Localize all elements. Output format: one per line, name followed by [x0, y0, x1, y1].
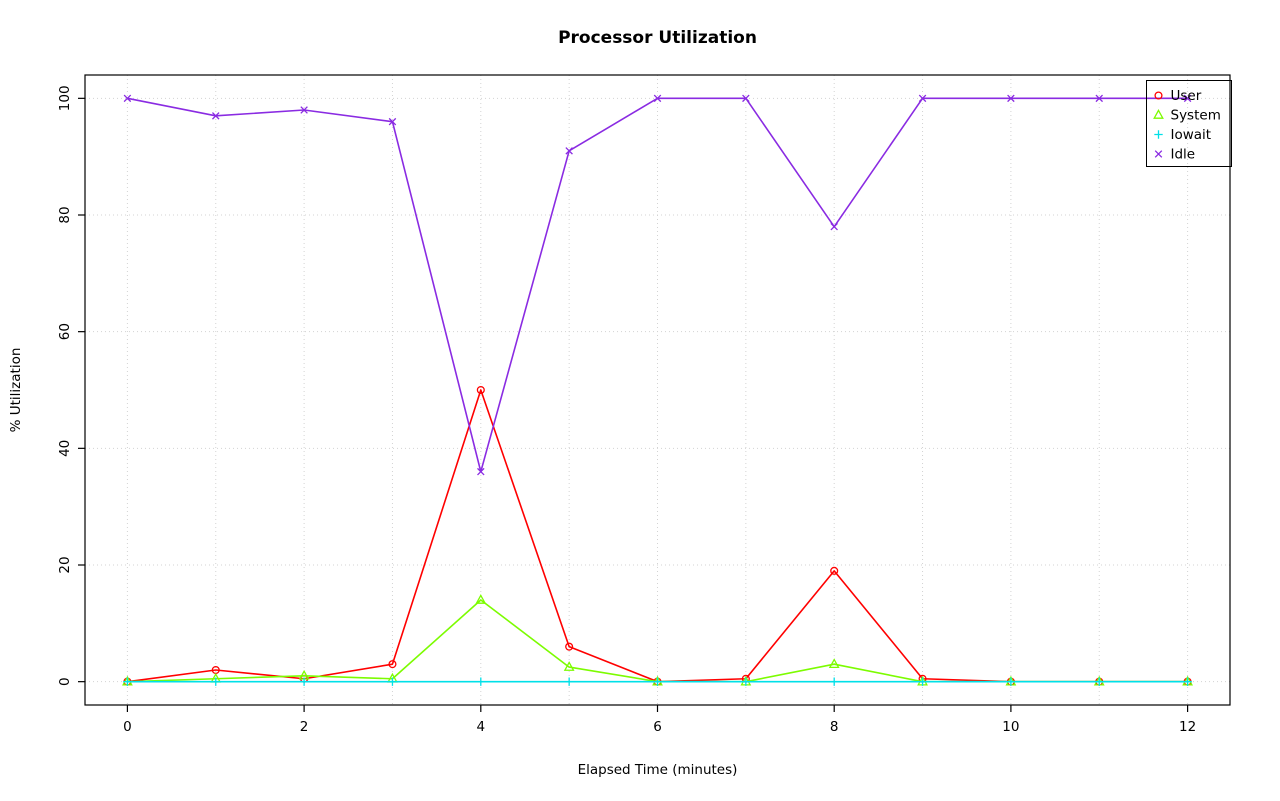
svg-text:8: 8	[830, 719, 839, 735]
tick-labels: 0 2 4 6 8 10 12 0 20 40 60 80 100	[57, 85, 1196, 735]
svg-text:100: 100	[57, 85, 73, 111]
legend-label-iowait: Iowait	[1171, 127, 1212, 143]
svg-text:4: 4	[477, 719, 486, 735]
svg-text:20: 20	[57, 556, 73, 573]
axis-ticks	[78, 97, 1189, 712]
svg-text:40: 40	[57, 440, 73, 457]
svg-text:80: 80	[57, 206, 73, 223]
svg-text:2: 2	[300, 719, 309, 735]
svg-text:10: 10	[1002, 719, 1019, 735]
x-axis-label: Elapsed Time (minutes)	[577, 762, 738, 778]
legend-box	[1146, 80, 1232, 167]
svg-text:0: 0	[57, 677, 73, 686]
legend-label-idle: Idle	[1171, 147, 1196, 163]
svg-text:12: 12	[1179, 719, 1196, 735]
legend: User System Iowait Idle	[1146, 80, 1232, 167]
svg-text:6: 6	[653, 719, 662, 735]
svg-text:60: 60	[57, 323, 73, 340]
plot-border	[84, 74, 1231, 706]
series-idle	[123, 94, 1192, 476]
grid-lines	[85, 75, 1230, 705]
chart-title: Processor Utilization	[558, 28, 757, 48]
y-axis-label: % Utilization	[8, 347, 24, 433]
svg-text:0: 0	[123, 719, 132, 735]
legend-label-user: User	[1171, 88, 1202, 104]
series-iowait	[123, 677, 1192, 686]
legend-label-system: System	[1171, 108, 1221, 124]
